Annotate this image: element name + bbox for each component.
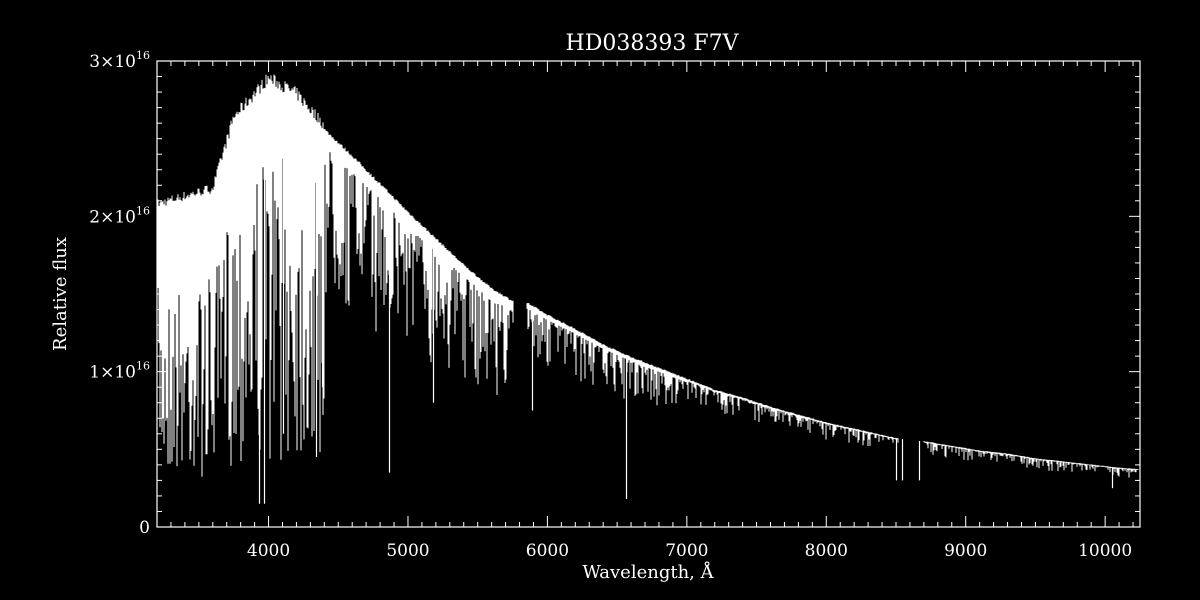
chart-title: HD038393 F7V <box>566 31 740 56</box>
axes: 4000 5000 6000 7000 8000 9000 10000 0 1×1016 2×10… <box>89 49 1141 561</box>
y-axis-label: Relative flux <box>50 237 71 351</box>
x-axis-label: Wavelength, Å <box>582 561 714 583</box>
x-tick-label: 6000 <box>526 541 569 561</box>
y-tick-label: 1×1016 <box>89 360 150 383</box>
x-tick-label: 5000 <box>386 541 429 561</box>
y-tick-label: 2×1016 <box>89 204 150 227</box>
x-tick-label: 4000 <box>247 541 290 561</box>
spectrum-flux-line <box>157 74 1139 478</box>
x-tick-label: 9000 <box>944 541 987 561</box>
spectrum-series <box>157 74 1139 504</box>
x-tick-label: 7000 <box>665 541 708 561</box>
x-tick-label: 8000 <box>805 541 848 561</box>
y-tick-label: 0 <box>139 518 150 538</box>
y-tick-label: 3×1016 <box>89 49 150 72</box>
x-tick-label: 10000 <box>1078 541 1132 561</box>
